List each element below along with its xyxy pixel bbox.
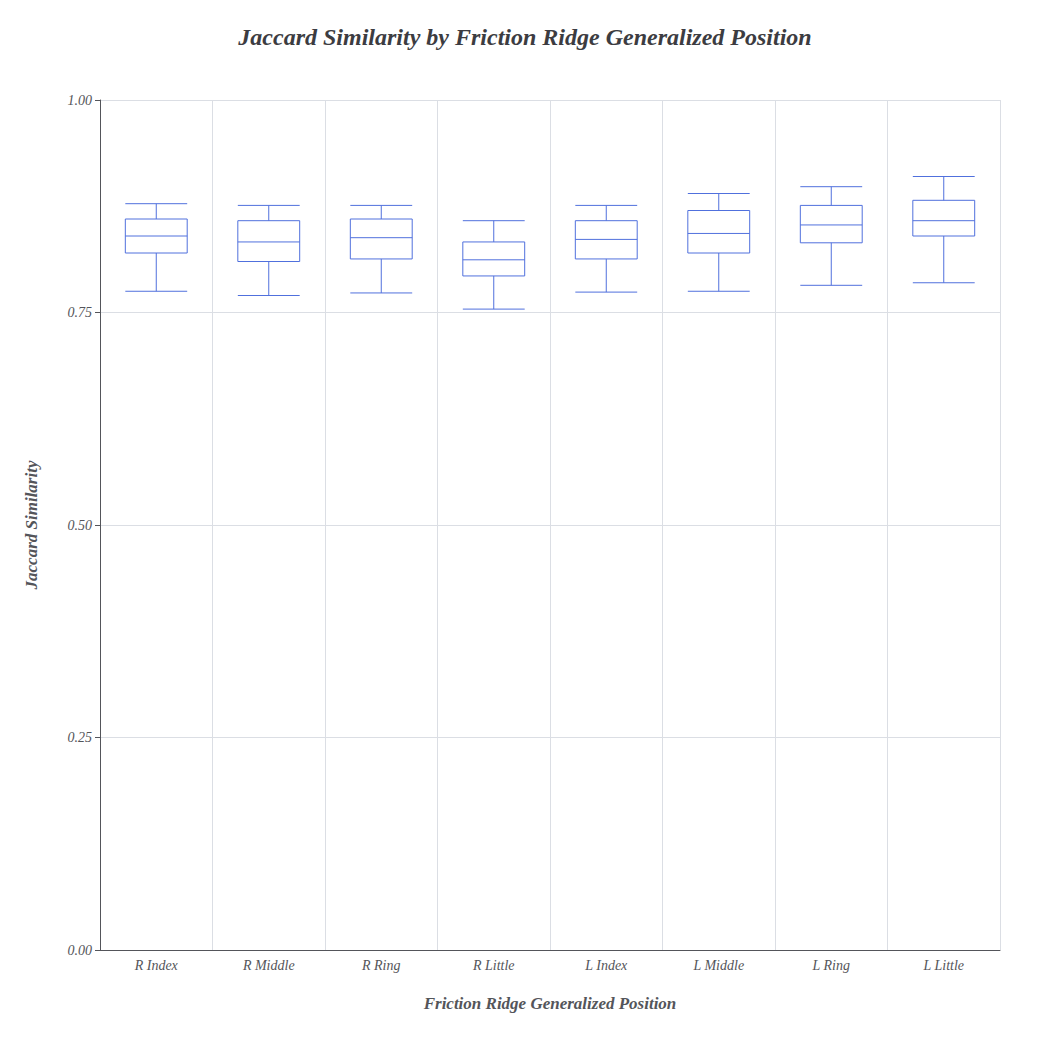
svg-text:0.75: 0.75 [68, 305, 93, 320]
svg-text:0.00: 0.00 [68, 943, 93, 958]
svg-text:R Index: R Index [134, 958, 179, 973]
svg-text:0.50: 0.50 [68, 518, 93, 533]
svg-text:R Middle: R Middle [242, 958, 295, 973]
svg-text:L Middle: L Middle [692, 958, 744, 973]
svg-text:Jaccard Similarity: Jaccard Similarity [22, 460, 41, 590]
svg-text:Friction Ridge Generalized Pos: Friction Ridge Generalized Position [423, 994, 677, 1013]
svg-text:1.00: 1.00 [68, 93, 93, 108]
svg-text:Jaccard Similarity by Friction: Jaccard Similarity by Friction Ridge Gen… [237, 24, 811, 50]
svg-text:L Index: L Index [584, 958, 628, 973]
svg-text:R Little: R Little [472, 958, 515, 973]
svg-text:L Little: L Little [922, 958, 964, 973]
svg-text:R Ring: R Ring [361, 958, 401, 973]
svg-text:0.25: 0.25 [68, 730, 93, 745]
svg-text:L Ring: L Ring [812, 958, 850, 973]
